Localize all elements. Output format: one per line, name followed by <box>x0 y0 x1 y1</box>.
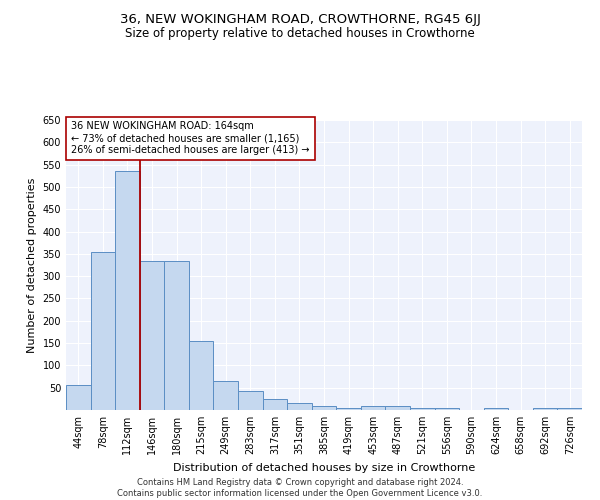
Bar <box>115 172 140 410</box>
Bar <box>238 392 263 410</box>
Bar <box>385 406 410 410</box>
Bar <box>533 408 557 410</box>
Bar <box>287 404 312 410</box>
Bar <box>484 408 508 410</box>
Bar <box>140 260 164 410</box>
Bar <box>557 408 582 410</box>
Text: 36, NEW WOKINGHAM ROAD, CROWTHORNE, RG45 6JJ: 36, NEW WOKINGHAM ROAD, CROWTHORNE, RG45… <box>119 12 481 26</box>
Y-axis label: Number of detached properties: Number of detached properties <box>27 178 37 352</box>
Bar <box>189 341 214 410</box>
Bar <box>361 406 385 410</box>
Bar <box>410 408 434 410</box>
Bar <box>312 406 336 410</box>
Bar <box>263 399 287 410</box>
Bar <box>91 252 115 410</box>
X-axis label: Distribution of detached houses by size in Crowthorne: Distribution of detached houses by size … <box>173 462 475 472</box>
Bar <box>214 381 238 410</box>
Bar <box>164 260 189 410</box>
Bar <box>434 408 459 410</box>
Text: 36 NEW WOKINGHAM ROAD: 164sqm
← 73% of detached houses are smaller (1,165)
26% o: 36 NEW WOKINGHAM ROAD: 164sqm ← 73% of d… <box>71 122 310 154</box>
Text: Contains HM Land Registry data © Crown copyright and database right 2024.
Contai: Contains HM Land Registry data © Crown c… <box>118 478 482 498</box>
Bar <box>336 408 361 410</box>
Bar <box>66 386 91 410</box>
Text: Size of property relative to detached houses in Crowthorne: Size of property relative to detached ho… <box>125 28 475 40</box>
